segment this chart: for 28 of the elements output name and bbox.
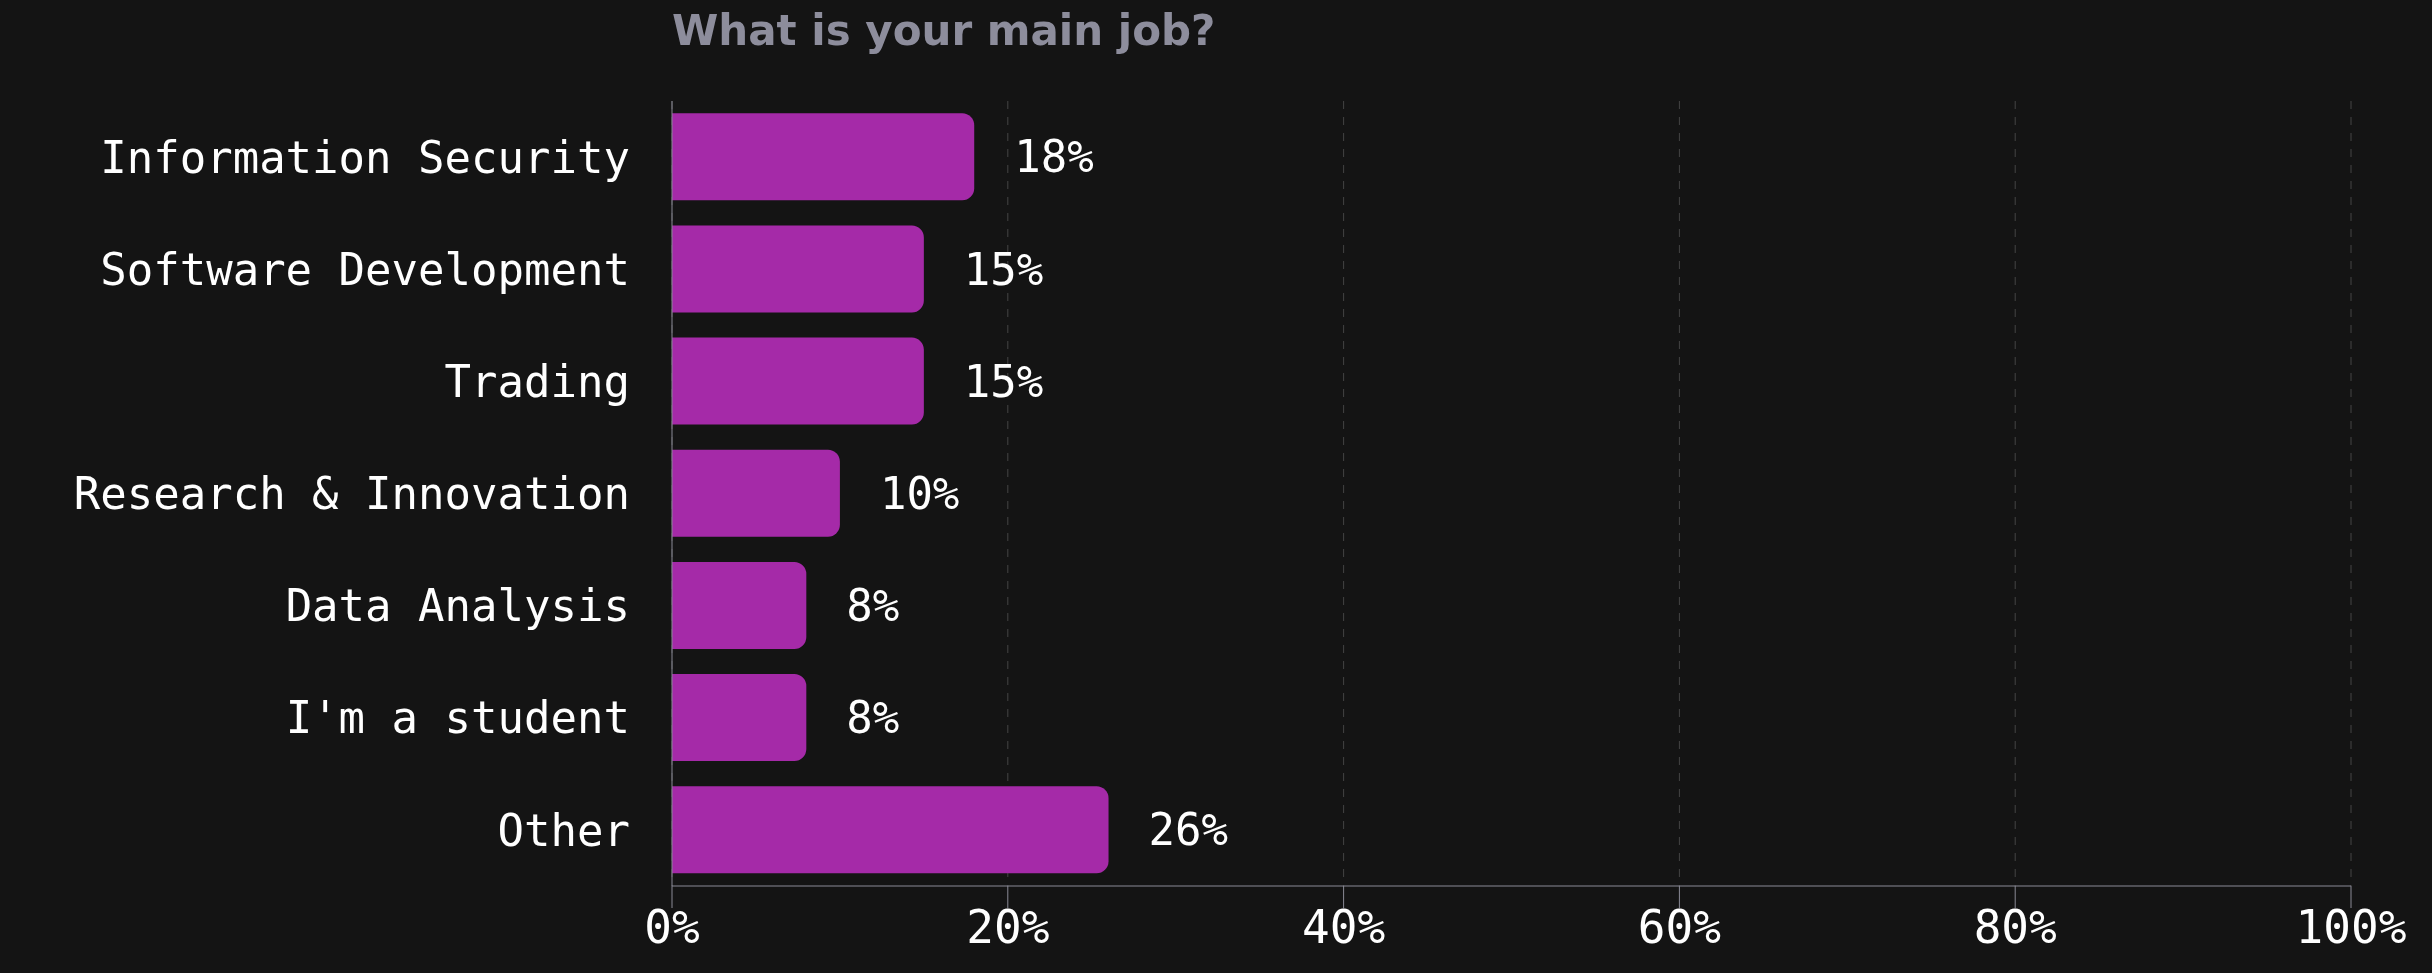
bar — [672, 786, 1109, 874]
chart-title: What is your main job? — [672, 6, 1216, 55]
y-tick-label: I'm a student — [285, 692, 630, 744]
bar — [672, 113, 975, 201]
x-tick-label: 100% — [2295, 899, 2407, 954]
y-tick-label: Research & Innovation — [73, 468, 630, 520]
data-label: 15% — [963, 243, 1044, 295]
data-label: 18% — [1014, 131, 1094, 183]
data-label: 10% — [879, 467, 960, 519]
bar — [672, 225, 924, 313]
bar — [672, 561, 807, 649]
y-tick-label: Data Analysis — [285, 580, 630, 632]
bar — [672, 449, 840, 537]
bar — [672, 337, 924, 425]
y-tick-label: Information Security — [100, 131, 630, 183]
data-label: 26% — [1148, 804, 1229, 856]
y-tick-label: Software Development — [100, 243, 630, 295]
x-tick-label: 60% — [1637, 899, 1721, 954]
x-tick-label: 0% — [644, 899, 700, 954]
x-tick-label: 20% — [966, 899, 1050, 954]
data-label: 15% — [963, 355, 1044, 407]
x-tick-label: 80% — [1973, 899, 2057, 954]
x-tick-label: 40% — [1302, 899, 1386, 954]
data-label: 8% — [846, 580, 900, 632]
y-tick-label: Trading — [444, 355, 630, 407]
data-label: 8% — [846, 692, 900, 744]
bar — [672, 674, 807, 762]
y-tick-label: Other — [497, 804, 630, 856]
